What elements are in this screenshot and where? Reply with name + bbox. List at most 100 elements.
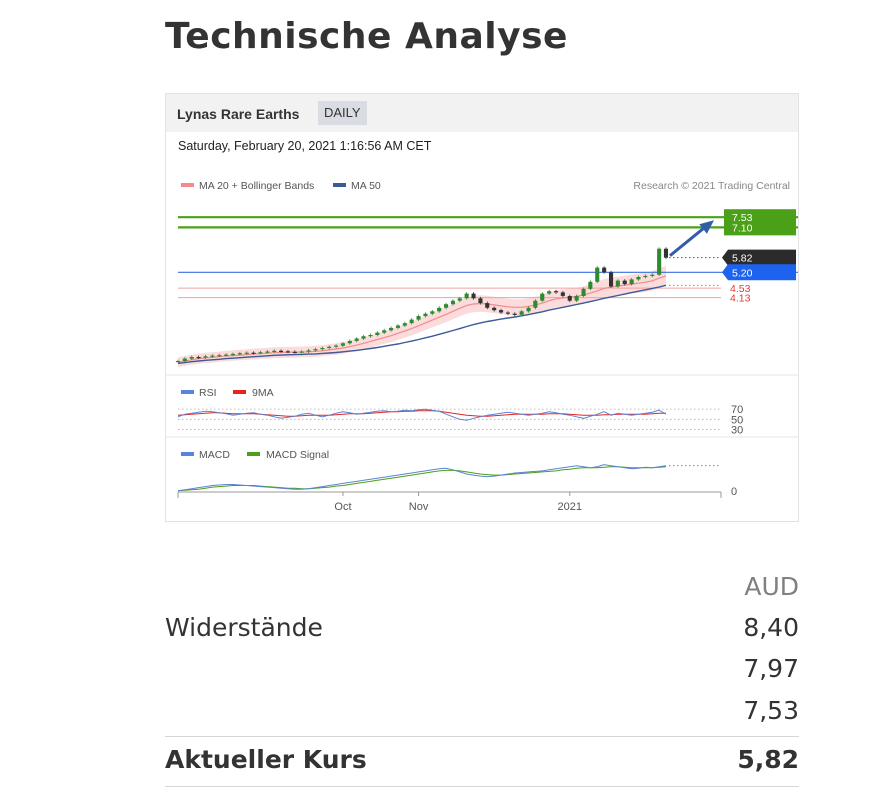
x-axis: Oct Nov 2021 [177,491,722,513]
divider [165,786,799,787]
candle [244,352,249,354]
candle [306,350,311,352]
candle [602,267,607,273]
candle [402,323,407,326]
legend-swatch-9ma [233,390,246,394]
rsi-tick-70: 70 [731,404,743,416]
candle [485,303,490,308]
candle [519,311,524,315]
candle [430,311,435,314]
candle [423,313,428,317]
candle [650,274,655,276]
candle [196,357,201,359]
candle [217,355,222,357]
candle [389,327,394,331]
candle [554,291,559,293]
candle [457,298,462,301]
candle [663,248,668,258]
candle [285,351,290,353]
candle [258,352,263,354]
candle [327,346,332,348]
legend-label-macd: MACD [199,449,230,461]
candle [189,357,194,359]
candle [444,304,449,308]
candle [347,340,352,344]
candle [340,343,345,346]
legend-label-9ma: 9MA [252,387,274,399]
resistance-label-box [724,209,796,236]
candle [279,350,284,352]
candle [416,316,421,320]
legend-label-rsi: RSI [199,387,217,399]
page-title: Technische Analyse [165,16,568,57]
price-panel: 7.537.10 5.82 5.20 4.534.13 [175,209,798,367]
level-box-5.82 [722,249,796,266]
candle [567,296,572,301]
x-tick-label: 2021 [558,501,582,513]
currency-label: AUD [744,572,799,601]
candle [354,338,359,341]
copyright: Research © 2021 Trading Central [633,180,790,192]
candle [272,350,277,352]
macd-signal-line [177,466,667,492]
candle [175,361,180,363]
candle [533,300,538,308]
candle [615,280,620,287]
ma50-line [177,284,667,365]
candle [437,307,442,312]
candle [313,349,318,351]
target-arrow [669,226,706,257]
legend-label-ma20: MA 20 + Bollinger Bands [199,180,314,192]
resistance-value-1: 8,40 [743,613,799,642]
candle [320,348,325,350]
candle [657,248,662,275]
candle [395,325,400,328]
x-tick-label: Oct [334,501,351,513]
rsi-tick-30: 30 [731,424,743,436]
candle [382,330,387,333]
level-box-5.20 [722,264,796,281]
level-label-5.20: 5.20 [732,267,753,279]
candle [368,335,373,337]
candle [251,352,256,354]
candle [299,351,304,353]
candle [643,275,648,278]
candle [409,319,414,324]
legend-swatch-macd [181,452,194,456]
period-badge[interactable]: DAILY [318,101,367,125]
candle [629,279,634,285]
candle [609,272,614,287]
candle [464,293,469,299]
candle [230,353,235,356]
candle [334,345,339,347]
resistance-value-3: 7,53 [743,696,799,725]
candle [505,312,510,314]
level-label-7.53: 7.53 [732,212,753,224]
candle [237,353,242,355]
candle [450,300,455,305]
x-tick-label: Nov [409,501,429,513]
macd-panel: 0 [177,464,737,498]
candle [265,351,270,353]
technical-analysis-chart-card: Lynas Rare Earths DAILY Saturday, Februa… [165,93,799,522]
macd-tick-0: 0 [731,486,737,498]
candle [512,313,517,315]
candle [595,267,600,282]
candle [292,351,297,353]
macd-line [177,464,667,492]
candle [526,307,531,312]
candle [210,355,215,357]
candle [560,292,565,296]
candle [540,293,545,301]
legend-swatch-macd-signal [247,452,260,456]
candle [622,280,627,285]
candle [375,332,380,335]
chart-date: Saturday, February 20, 2021 1:16:56 AM C… [178,139,432,153]
legend-label-ma50: MA 50 [351,180,381,192]
candle [478,298,483,303]
level-label-5.82: 5.82 [732,253,753,265]
legend-swatch-rsi [181,390,194,394]
price-chart: MA 20 + Bollinger Bands MA 50 Research ©… [166,180,798,513]
candle [471,293,476,299]
